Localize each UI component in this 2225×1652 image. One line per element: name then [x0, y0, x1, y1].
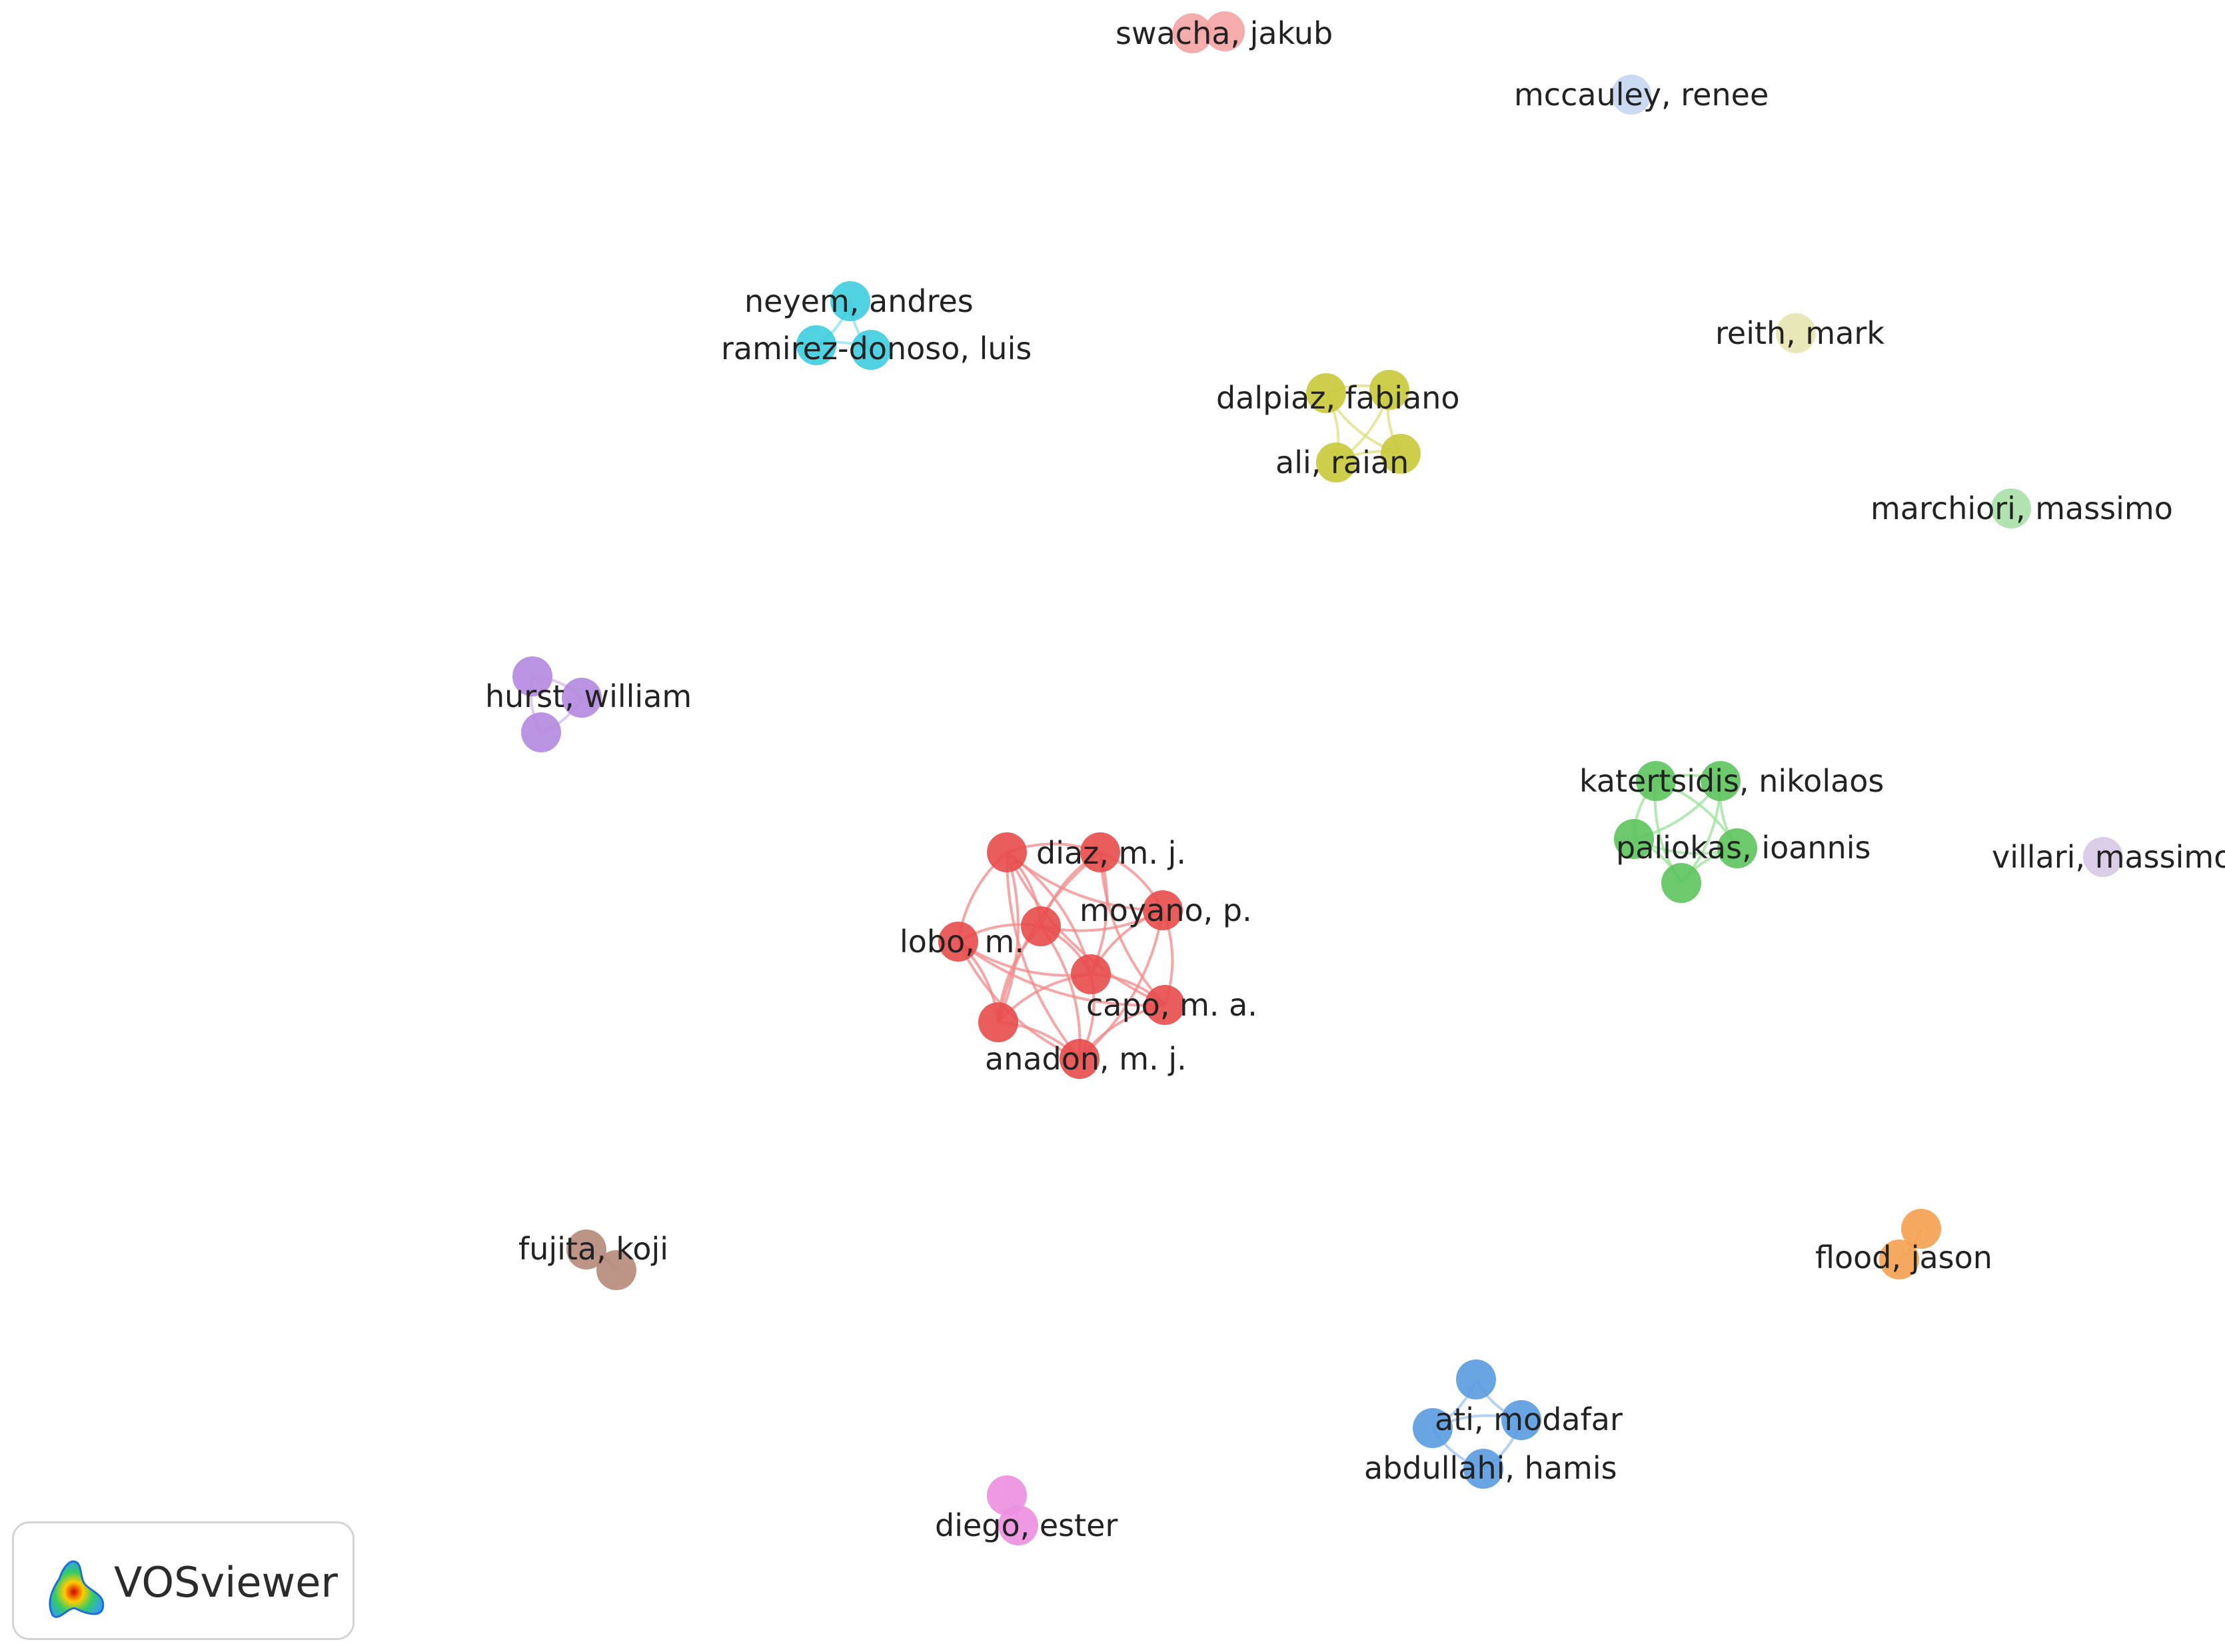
node-lightgreen-0[interactable] [1991, 488, 2031, 528]
node-label-purple-0: hurst, william [485, 678, 692, 714]
node-red-4[interactable] [938, 922, 978, 962]
node-red-0[interactable] [987, 832, 1027, 872]
node-label-brown-0: fujita, koji [518, 1231, 668, 1267]
node-pink-0[interactable] [987, 1475, 1027, 1515]
node-label-lightblue-0: mccauley, renee [1514, 77, 1769, 113]
node-red-3[interactable] [1021, 906, 1061, 946]
node-salmon-0[interactable] [1172, 13, 1212, 53]
node-red-1[interactable] [1080, 832, 1120, 872]
node-label-salmon-0: swacha, jakub [1115, 15, 1333, 51]
node-label-yellow-0: dalpiaz, fabiano [1216, 380, 1460, 416]
node-green-2[interactable] [1614, 819, 1654, 859]
node-label-pink-0: diego, ester [935, 1507, 1117, 1543]
node-purple-1[interactable] [562, 678, 602, 718]
node-label-red-2: lobo, m. [900, 924, 1024, 960]
node-blue-3[interactable] [1463, 1449, 1503, 1489]
vosviewer-logo-icon [49, 1560, 105, 1618]
edge-red-7 [1005, 852, 1081, 1060]
edge-red-27 [1099, 852, 1166, 1006]
node-yellow-3[interactable] [1316, 442, 1356, 482]
node-blue-0[interactable] [1456, 1359, 1496, 1399]
node-pink-1[interactable] [998, 1505, 1038, 1545]
node-yellow-0[interactable] [1306, 373, 1346, 413]
node-label-cyan-0: neyem, andres [744, 283, 974, 319]
node-label-blue-1: abdullahi, hamis [1364, 1450, 1617, 1486]
node-brown-1[interactable] [596, 1250, 636, 1290]
node-lightblue-0[interactable] [1611, 75, 1651, 115]
node-cyan-2[interactable] [851, 330, 891, 370]
node-label-yellow-1: ali, raian [1275, 444, 1409, 480]
node-red-7[interactable] [978, 1002, 1018, 1042]
node-label-red-0: diaz, m. j. [1036, 835, 1186, 871]
edge-red-29 [957, 940, 1165, 1007]
edge-red-28 [1078, 910, 1164, 1060]
node-label-blue-0: ati, modafar [1435, 1401, 1623, 1437]
node-green-0[interactable] [1636, 761, 1676, 801]
vosviewer-logo: VOSviewer [12, 1521, 355, 1640]
node-purple-2[interactable] [521, 712, 561, 752]
node-salmon-1[interactable] [1205, 11, 1245, 51]
nodes-layer [512, 11, 2123, 1545]
node-label-lightyellow-0: reith, mark [1715, 315, 1884, 351]
node-label-lavender-0: villari, massimo [1992, 839, 2225, 875]
node-label-cyan-1: ramirez-donoso, luis [721, 331, 1032, 367]
node-blue-1[interactable] [1413, 1408, 1453, 1448]
node-red-5[interactable] [1071, 954, 1111, 994]
node-yellow-1[interactable] [1369, 370, 1409, 410]
node-red-8[interactable] [1060, 1039, 1100, 1079]
node-purple-0[interactable] [512, 656, 552, 696]
node-cyan-1[interactable] [796, 325, 836, 365]
node-yellow-2[interactable] [1381, 434, 1421, 474]
node-red-6[interactable] [1145, 985, 1185, 1025]
node-green-3[interactable] [1717, 828, 1757, 868]
node-label-green-1: paliokas, ioannis [1616, 830, 1871, 866]
node-label-green-0: katertsidis, nikolaos [1579, 763, 1884, 799]
node-label-red-4: anadon, m. j. [985, 1041, 1187, 1077]
node-label-red-1: moyano, p. [1080, 892, 1252, 928]
node-label-red-3: capo, m. a. [1086, 987, 1257, 1023]
node-brown-0[interactable] [566, 1230, 606, 1269]
node-green-4[interactable] [1661, 863, 1701, 903]
node-lavender-0[interactable] [2083, 837, 2123, 877]
node-orange-0[interactable] [1901, 1209, 1941, 1249]
vosviewer-logo-text: VOSviewer [114, 1558, 338, 1607]
node-label-orange-0: flood, jason [1815, 1239, 1992, 1275]
node-red-2[interactable] [1143, 890, 1183, 930]
node-lightyellow-0[interactable] [1776, 313, 1816, 353]
labels-layer: diaz, m. j. moyano, p. lobo, m. capo, m. a.… [485, 15, 2225, 1543]
node-label-lightgreen-0: marchiori, massimo [1870, 490, 2173, 526]
node-blue-2[interactable] [1501, 1400, 1541, 1440]
node-green-1[interactable] [1701, 761, 1741, 801]
node-cyan-0[interactable] [830, 281, 870, 321]
node-orange-1[interactable] [1879, 1239, 1919, 1279]
edge-red-5 [1006, 852, 1165, 1006]
